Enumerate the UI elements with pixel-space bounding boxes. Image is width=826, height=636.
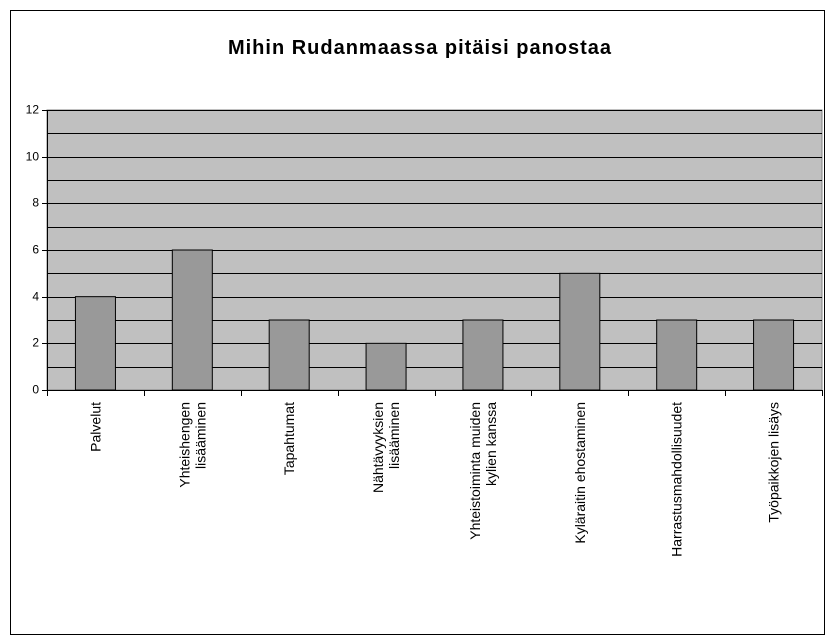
bar xyxy=(268,319,310,391)
x-tick-label-line: kylien kanssa xyxy=(483,402,499,486)
x-tick-label-line: Harrastusmahdollisuudet xyxy=(669,402,685,557)
x-tick-label: Yhteishengenlisääminen xyxy=(176,402,208,488)
chart-title: Mihin Rudanmaassa pitäisi panostaa xyxy=(228,37,612,59)
y-tick-label: 2 xyxy=(32,336,39,350)
x-tick-label: Työpaikkojen lisäys xyxy=(766,402,782,523)
y-tick-label: 4 xyxy=(32,290,39,304)
x-tick-label: Kyläraitin ehostaminen xyxy=(572,402,588,544)
x-tick-label-line: Kyläraitin ehostaminen xyxy=(572,402,588,544)
x-tick-label: Tapahtumat xyxy=(281,402,297,475)
y-tick-label: 8 xyxy=(32,196,39,210)
bar xyxy=(559,272,601,391)
x-tick-label: Palvelut xyxy=(87,402,103,452)
bar xyxy=(74,296,116,391)
bar xyxy=(753,319,795,391)
y-tick-label: 6 xyxy=(32,243,39,257)
x-tick-label-line: Palvelut xyxy=(87,402,103,452)
x-tick-label: Harrastusmahdollisuudet xyxy=(669,402,685,557)
bar xyxy=(171,249,213,391)
x-tick-label-line: Yhteistoiminta muiden xyxy=(467,402,483,540)
bar xyxy=(462,319,504,391)
bar xyxy=(656,319,698,391)
x-tick-label-line: Tapahtumat xyxy=(281,402,297,475)
y-tick-label: 12 xyxy=(26,103,40,117)
x-tick-label-line: Työpaikkojen lisäys xyxy=(766,402,782,523)
x-tick-label: Nähtävyyksienlisääminen xyxy=(370,402,402,493)
bar xyxy=(365,342,407,391)
x-tick-label-line: lisääminen xyxy=(192,402,208,469)
x-tick-label-line: lisääminen xyxy=(386,402,402,469)
x-tick-label-line: Nähtävyyksien xyxy=(370,402,386,493)
x-tick-label: Yhteistoiminta muidenkylien kanssa xyxy=(467,402,499,540)
y-tick-label: 0 xyxy=(32,383,39,397)
x-tick-label-line: Yhteishengen xyxy=(176,402,192,488)
y-tick-label: 10 xyxy=(26,150,40,164)
